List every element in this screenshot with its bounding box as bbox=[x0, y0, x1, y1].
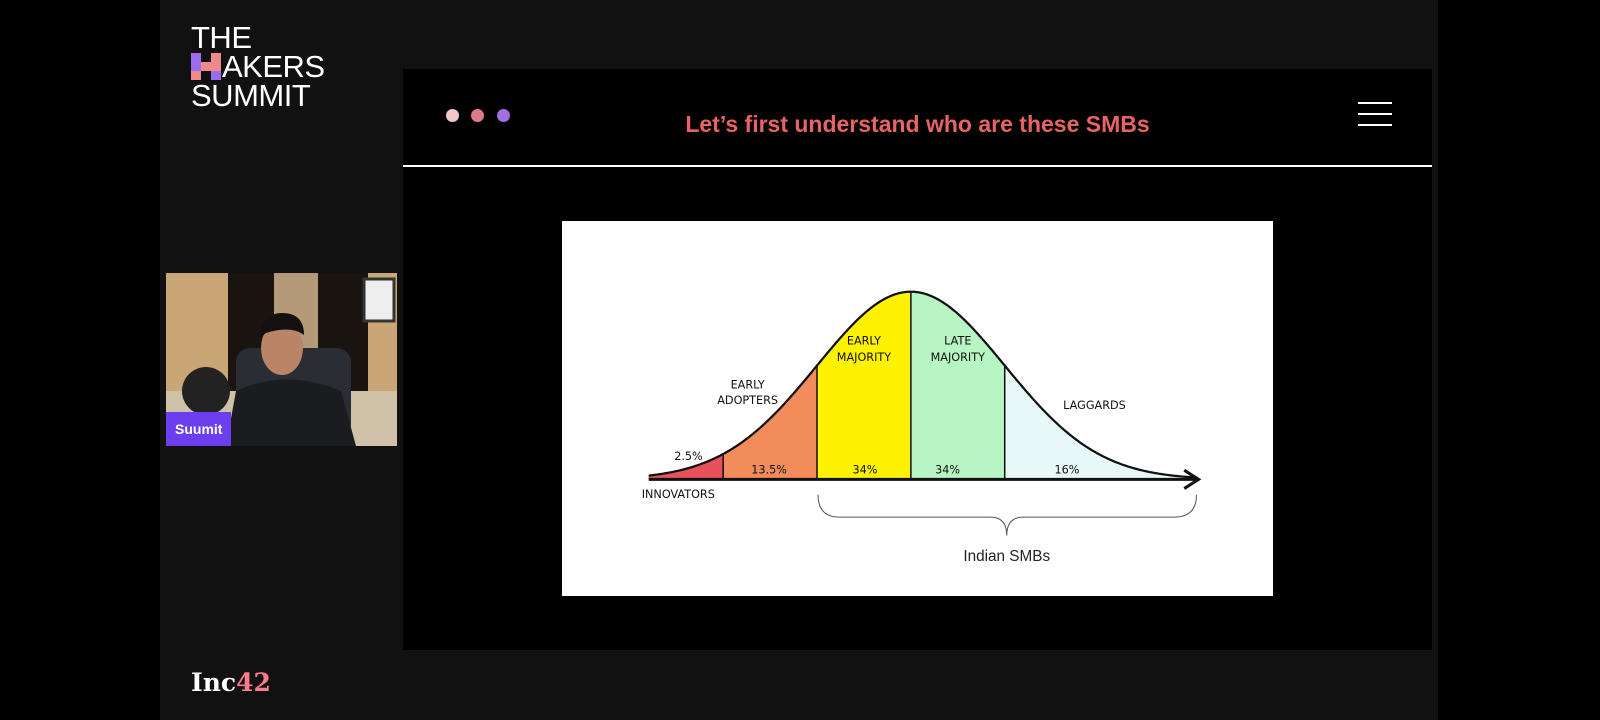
inc42-logo: Inc42 bbox=[191, 668, 271, 697]
segment-area-late-majority bbox=[910, 291, 1005, 480]
value-label-innovators: 2.5% bbox=[674, 450, 703, 463]
presentation-slide: Let’s first understand who are these SMB… bbox=[403, 69, 1432, 650]
segment-area-laggards bbox=[1004, 365, 1194, 480]
value-label-early-majority: 34% bbox=[852, 463, 877, 476]
value-label-laggards: 16% bbox=[1054, 463, 1079, 476]
dot-icon bbox=[497, 109, 510, 122]
segment-name-innovators: INNOVATORS bbox=[642, 488, 715, 501]
hamburger-icon[interactable] bbox=[1358, 102, 1392, 126]
speaker-name-badge: Suumit bbox=[166, 412, 232, 446]
inc42-number: 42 bbox=[236, 668, 271, 697]
dot-icon bbox=[446, 109, 459, 122]
bracket bbox=[817, 494, 1198, 536]
bracket-label: Indian SMBs bbox=[963, 548, 1050, 565]
chart-svg: INNOVATORS EARLY ADOPTERS EARLY MAJORITY… bbox=[642, 290, 1202, 565]
axis-arrow-icon bbox=[1183, 468, 1202, 490]
segment-name-late-majority-1: LATE bbox=[944, 335, 971, 348]
segment-name-early-adopters-1: EARLY bbox=[731, 379, 765, 392]
logo-line-1: THE bbox=[191, 20, 252, 55]
logo-line-2: AKERS bbox=[222, 49, 325, 84]
inc42-text: Inc bbox=[191, 668, 237, 697]
logo-pixel-m-icon bbox=[191, 53, 221, 80]
value-label-early-adopters: 13.5% bbox=[751, 463, 787, 476]
segment-name-early-majority: MAJORITY bbox=[837, 351, 891, 364]
logo-line-3: SUMMIT bbox=[191, 78, 311, 113]
segment-name-early-majority-1: EARLY bbox=[847, 335, 881, 348]
speaker-video: Suumit bbox=[166, 273, 397, 446]
makers-summit-logo: THE AKERS SUMMIT bbox=[191, 20, 325, 113]
divider bbox=[403, 165, 1432, 167]
segment-name-early-adopters: ADOPTERS bbox=[717, 394, 778, 407]
value-label-late-majority: 34% bbox=[935, 463, 960, 476]
segment-area-early-majority bbox=[817, 291, 911, 480]
segment-name-laggards: LAGGARDS bbox=[1063, 399, 1126, 412]
bell-curve-line bbox=[648, 290, 1194, 479]
slide-title: Let’s first understand who are these SMB… bbox=[685, 111, 1150, 137]
adoption-curve-chart: INNOVATORS EARLY ADOPTERS EARLY MAJORITY… bbox=[562, 221, 1273, 596]
segment-name-late-majority: MAJORITY bbox=[931, 351, 985, 364]
dot-icon bbox=[471, 109, 484, 122]
